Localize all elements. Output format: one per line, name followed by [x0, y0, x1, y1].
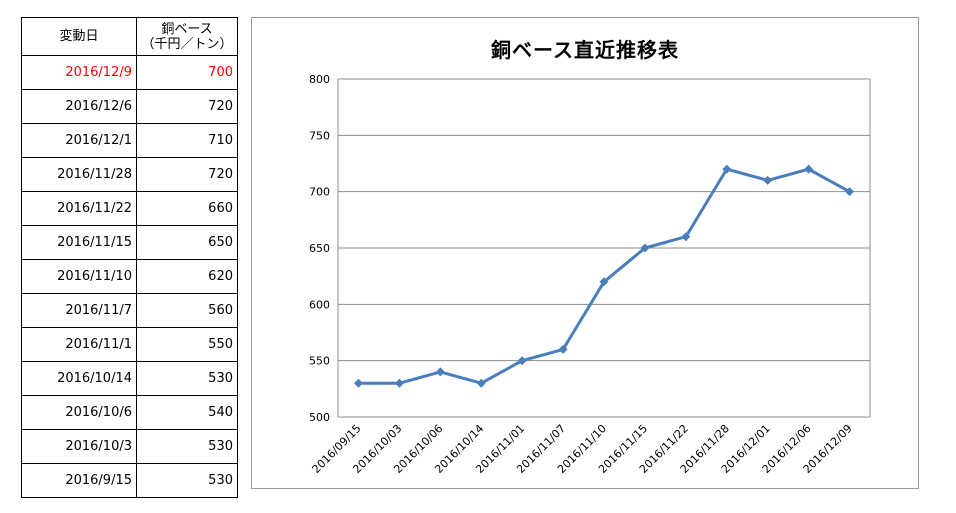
row-value: 700: [136, 55, 238, 90]
table-row: 2016/12/1 710: [21, 123, 238, 158]
row-value: 720: [136, 157, 238, 192]
header-date: 変動日: [21, 17, 137, 56]
row-value: 530: [136, 463, 238, 498]
row-date: 2016/12/1: [21, 123, 137, 158]
y-tick-label: 800: [309, 73, 330, 86]
price-table: 変動日 銅ベース （千円／トン） 2016/12/9 700 2016/12/6 72…: [21, 17, 238, 498]
row-date: 2016/11/7: [21, 293, 137, 328]
row-date: 2016/11/10: [21, 259, 137, 294]
row-value: 620: [136, 259, 238, 294]
row-date: 2016/10/3: [21, 429, 137, 464]
table-row: 2016/9/15 530: [21, 463, 238, 498]
row-value: 650: [136, 225, 238, 260]
row-date: 2016/10/14: [21, 361, 137, 396]
row-value: 530: [136, 429, 238, 464]
data-point: [845, 187, 855, 197]
row-value: 720: [136, 89, 238, 124]
data-point: [722, 164, 732, 174]
table-body: 2016/12/9 700 2016/12/6 720 2016/12/1 710 2016…: [21, 55, 238, 498]
line-chart: 5005506006507007508002016/09/152016/10/0…: [309, 73, 871, 476]
table-row: 2016/11/10 620: [21, 259, 238, 294]
row-value: 530: [136, 361, 238, 396]
row-date: 2016/11/28: [21, 157, 137, 192]
table-row: 2016/11/15 650: [21, 225, 238, 260]
row-value: 540: [136, 395, 238, 430]
chart-frame: 銅ベース直近推移表 500 550 600 650 700 750 800 2016/09/1…: [251, 17, 919, 489]
y-tick-label: 700: [309, 186, 330, 199]
table-row: 2016/11/28 720: [21, 157, 238, 192]
row-date: 2016/10/6: [21, 395, 137, 430]
y-tick-label: 600: [309, 298, 330, 311]
row-date: 2016/12/6: [21, 89, 137, 124]
y-tick-label: 750: [309, 129, 330, 142]
data-point: [517, 356, 527, 366]
header-value: 銅ベース （千円／トン）: [136, 17, 238, 56]
row-date: 2016/9/15: [21, 463, 137, 498]
table-row: 2016/11/7 560: [21, 293, 238, 328]
data-point: [435, 367, 445, 377]
row-value: 550: [136, 327, 238, 362]
y-tick-label: 650: [309, 242, 330, 255]
data-point: [804, 164, 814, 174]
table-row: 2016/11/22 660: [21, 191, 238, 226]
data-point: [599, 277, 609, 287]
row-value: 710: [136, 123, 238, 158]
table-row: 2016/10/6 540: [21, 395, 238, 430]
row-date: 2016/11/15: [21, 225, 137, 260]
series-line: [358, 167, 851, 385]
row-date: 2016/11/1: [21, 327, 137, 362]
data-point: [558, 344, 568, 354]
y-tick-label: 550: [309, 355, 330, 368]
data-point: [640, 243, 650, 253]
table-header-row: 変動日 銅ベース （千円／トン）: [21, 17, 238, 56]
header-value-line2: （千円／トン）: [141, 36, 233, 52]
row-value: 560: [136, 293, 238, 328]
data-point: [476, 378, 486, 388]
y-tick-label: 500: [309, 411, 330, 424]
table-row: 2016/10/14 530: [21, 361, 238, 396]
row-date: 2016/11/22: [21, 191, 137, 226]
data-point: [353, 378, 363, 388]
chart-title: 銅ベース直近推移表: [491, 38, 679, 62]
row-date: 2016/12/9: [21, 55, 137, 90]
table-row: 2016/12/6 720: [21, 89, 238, 124]
table-row: 2016/10/3 530: [21, 429, 238, 464]
table-row: 2016/12/9 700: [21, 55, 238, 90]
data-point: [681, 232, 691, 242]
table-row: 2016/11/1 550: [21, 327, 238, 362]
data-point: [394, 378, 404, 388]
data-point: [763, 175, 773, 185]
header-value-line1: 銅ベース: [161, 21, 213, 37]
row-value: 660: [136, 191, 238, 226]
